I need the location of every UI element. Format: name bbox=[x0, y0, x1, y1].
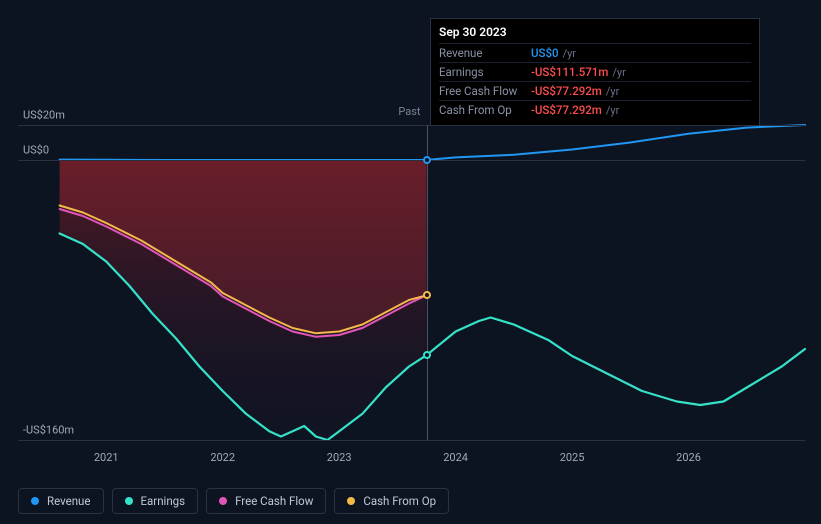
tooltip-metric-value: US$0 bbox=[531, 46, 559, 60]
x-axis-label: 2023 bbox=[327, 451, 352, 464]
current-date-line bbox=[427, 125, 428, 440]
legend: Revenue Earnings Free Cash Flow Cash Fro… bbox=[18, 488, 449, 514]
x-axis-label: 2026 bbox=[676, 451, 701, 464]
legend-label: Revenue bbox=[47, 494, 91, 508]
tooltip-row: Revenue US$0 /yr bbox=[439, 43, 751, 62]
tooltip-metric-unit: /yr bbox=[606, 85, 619, 98]
x-axis-label: 2024 bbox=[443, 451, 468, 464]
legend-dot-icon bbox=[125, 497, 133, 505]
tooltip-metric-unit: /yr bbox=[612, 66, 625, 79]
tooltip-metric-unit: /yr bbox=[563, 47, 576, 60]
x-axis-label: 2025 bbox=[560, 451, 585, 464]
legend-label: Free Cash Flow bbox=[235, 494, 313, 508]
financials-chart: US$20m US$0 -US$160m 2021 2022 2023 2024 2025 20… bbox=[18, 0, 805, 510]
data-tooltip: Sep 30 2023 Revenue US$0 /yrEarnings -US… bbox=[430, 18, 760, 126]
legend-dot-icon bbox=[219, 497, 227, 505]
tooltip-metric-label: Free Cash Flow bbox=[439, 84, 531, 98]
tooltip-row: Cash From Op -US$77.292m /yr bbox=[439, 100, 751, 119]
revenue-marker bbox=[423, 156, 431, 164]
y-axis-label: US$0 bbox=[23, 144, 49, 157]
legend-item-cash_from_op[interactable]: Cash From Op bbox=[334, 488, 449, 514]
revenue-line bbox=[60, 125, 805, 160]
legend-label: Earnings bbox=[141, 494, 186, 508]
tooltip-rows: Revenue US$0 /yrEarnings -US$111.571m /y… bbox=[439, 43, 751, 119]
tooltip-date: Sep 30 2023 bbox=[439, 25, 751, 39]
y-axis-label: -US$160m bbox=[23, 424, 74, 437]
x-axis-label: 2021 bbox=[94, 451, 119, 464]
cash_from_op-marker bbox=[423, 291, 431, 299]
tooltip-metric-value: -US$77.292m bbox=[531, 84, 602, 98]
tooltip-metric-label: Cash From Op bbox=[439, 103, 531, 117]
x-axis-label: 2022 bbox=[210, 451, 235, 464]
legend-dot-icon bbox=[31, 497, 39, 505]
legend-item-revenue[interactable]: Revenue bbox=[18, 488, 104, 514]
tooltip-metric-unit: /yr bbox=[606, 104, 619, 117]
legend-label: Cash From Op bbox=[363, 494, 436, 508]
plot-area[interactable]: US$20mUS$0-US$160m2021202220232024202520… bbox=[18, 125, 805, 440]
past-label: Past bbox=[398, 105, 420, 118]
tooltip-metric-label: Revenue bbox=[439, 46, 531, 60]
tooltip-metric-label: Earnings bbox=[439, 65, 531, 79]
chart-svg bbox=[18, 125, 805, 440]
tooltip-metric-value: -US$111.571m bbox=[531, 65, 608, 79]
y-axis-label: US$20m bbox=[23, 109, 65, 122]
legend-item-free_cash_flow[interactable]: Free Cash Flow bbox=[206, 488, 326, 514]
legend-dot-icon bbox=[347, 497, 355, 505]
gridline bbox=[18, 160, 805, 161]
tooltip-row: Earnings -US$111.571m /yr bbox=[439, 62, 751, 81]
tooltip-metric-value: -US$77.292m bbox=[531, 103, 602, 117]
gridline bbox=[18, 440, 805, 441]
legend-item-earnings[interactable]: Earnings bbox=[112, 488, 199, 514]
earnings-marker bbox=[423, 351, 431, 359]
tooltip-row: Free Cash Flow -US$77.292m /yr bbox=[439, 81, 751, 100]
